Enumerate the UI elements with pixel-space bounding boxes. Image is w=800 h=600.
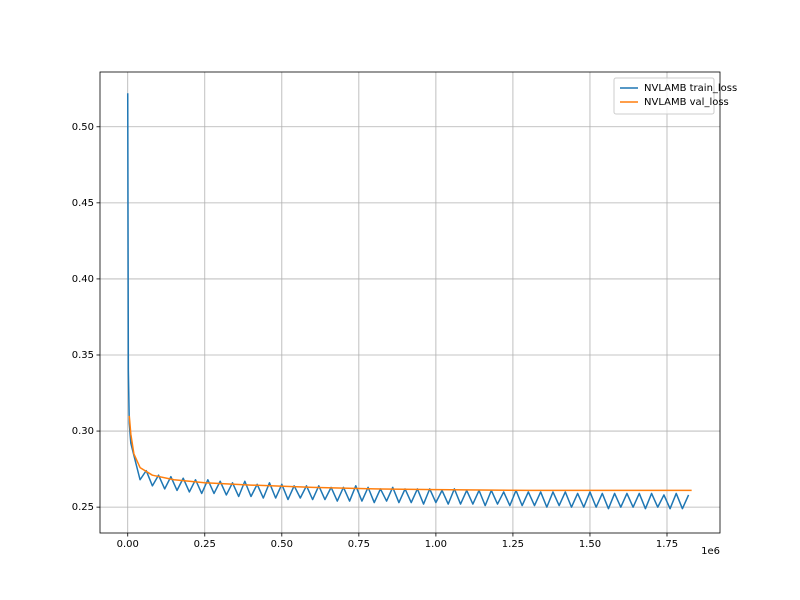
y-tick-label: 0.35: [72, 350, 94, 361]
legend-box: [613, 77, 715, 115]
x-tick-label: 1.00: [425, 539, 447, 550]
y-tick-label: 0.40: [72, 274, 94, 285]
series-line: [126, 93, 690, 510]
x-tick-label: 1.25: [502, 539, 524, 550]
x-tick-label: 0.00: [117, 539, 139, 550]
x-offset-label: 1e6: [701, 546, 720, 557]
plot-frame: [99, 71, 721, 534]
x-tick-label: 0.50: [271, 539, 293, 550]
y-tick-label: 0.50: [72, 122, 94, 133]
y-tick-label: 0.45: [72, 198, 94, 209]
x-tick-label: 0.25: [194, 539, 216, 550]
legend-label: NVLAMB train_loss: [644, 83, 737, 94]
x-tick-label: 1.75: [656, 539, 678, 550]
legend-label: NVLAMB val_loss: [644, 97, 729, 108]
x-tick-label: 0.75: [348, 539, 370, 550]
y-tick-label: 0.30: [72, 426, 94, 437]
legend: NVLAMB train_loss NVLAMB val_loss: [613, 77, 737, 115]
y-tick-label: 0.25: [72, 502, 94, 513]
x-tick-label: 1.50: [579, 539, 601, 550]
series-line: [128, 415, 692, 492]
